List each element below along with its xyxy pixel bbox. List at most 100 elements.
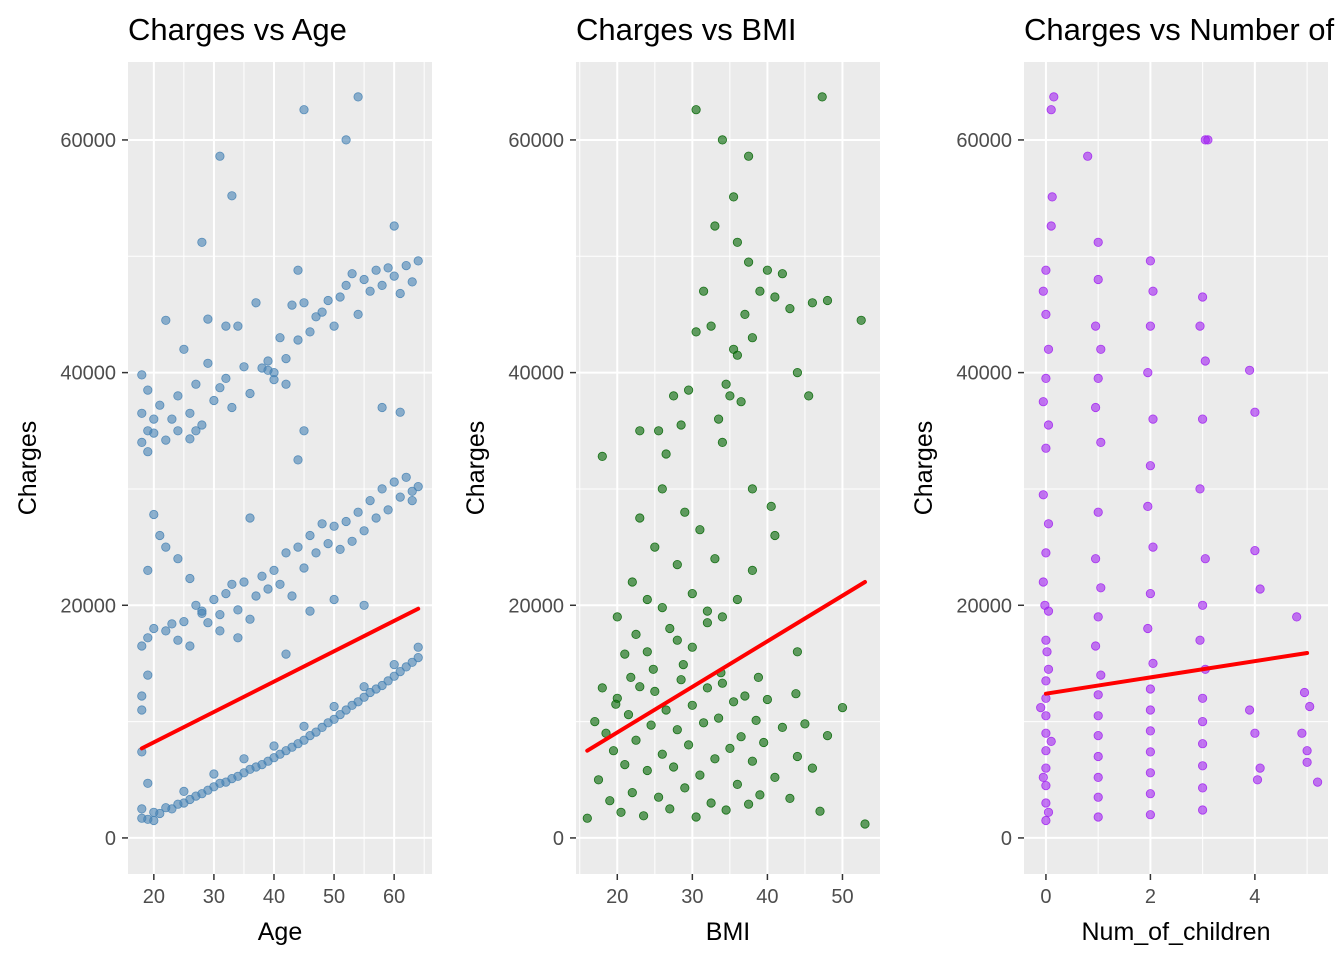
data-point [161,626,171,636]
data-point [728,192,739,202]
data-point [1041,746,1051,756]
data-point [1250,545,1260,556]
data-point [137,705,147,715]
data-point [353,697,363,707]
data-point [299,105,309,115]
data-point [1143,623,1153,634]
data-point [215,151,225,161]
data-point [329,321,339,331]
data-point [143,778,153,788]
data-point [1145,321,1156,331]
trend-line [1043,650,1310,696]
data-point [672,559,682,570]
data-point [1313,777,1323,787]
data-point [1198,761,1208,771]
data-point [635,426,645,436]
data-point [227,191,237,201]
data-point [1200,356,1210,366]
data-point [317,519,327,529]
y-axis-ticks: 0 20000 40000 60000 [60,130,128,850]
x-axis-title: BMI [706,918,750,946]
data-point [665,623,675,634]
data-point [323,538,333,549]
data-point [173,391,183,401]
data-point [149,414,159,424]
data-point [1043,664,1054,674]
data-point [837,702,848,713]
data-point [281,649,291,659]
data-point [1046,105,1056,115]
data-point [740,309,750,319]
data-point [365,495,375,506]
data-point [736,732,746,742]
data-point [353,92,363,102]
data-point [263,584,273,594]
data-point [762,265,773,275]
data-point [221,588,231,599]
data-point [611,699,621,709]
data-point [691,327,701,337]
data-point [395,666,405,677]
data-point [299,298,309,308]
data-point [747,756,758,766]
data-point [1145,768,1156,778]
y-axis-ticks: 0 20000 40000 60000 [508,130,576,850]
data-point [1043,420,1054,430]
y-tick-label: 0 [553,828,564,850]
data-point [161,542,171,552]
data-point [317,722,327,733]
data-point [732,779,743,790]
data-point [215,609,225,620]
data-point [1245,705,1255,715]
data-point [191,600,201,610]
plot-background [1024,62,1328,874]
scatter-points [582,92,870,829]
data-point [143,565,153,576]
data-point [1297,728,1307,738]
data-point [631,735,641,745]
data-point [359,600,369,610]
data-point [323,295,333,306]
data-point [353,309,363,319]
data-point [299,721,309,731]
data-point [1255,763,1265,773]
data-point [1302,757,1312,767]
data-point [1145,588,1156,599]
data-point [401,662,411,672]
data-point [293,542,303,552]
data-point [702,618,713,628]
data-point [680,507,690,517]
data-point [1038,772,1048,783]
data-point [687,642,697,652]
data-point [804,391,814,401]
gridlines [1024,62,1328,874]
data-point [1096,670,1106,680]
data-point [668,762,679,772]
data-point [616,807,626,817]
data-point [717,678,728,688]
data-point [800,719,810,729]
data-point [747,484,758,494]
data-point [770,530,780,541]
data-point [173,554,183,564]
data-point [1250,407,1260,417]
data-point [743,151,754,161]
data-point [1041,728,1051,738]
data-point [143,447,153,457]
x-axis-title: Age [258,918,302,946]
data-point [1096,583,1106,593]
data-point [1043,807,1054,817]
data-point [167,414,177,424]
data-point [676,675,686,685]
data-point [1145,789,1156,799]
data-point [341,135,351,145]
data-point [1093,274,1103,285]
y-tick-label: 20000 [508,595,564,617]
x-tick-label: 30 [203,886,225,908]
data-point [597,683,607,693]
panel-title: Charges vs BMI [576,12,797,47]
data-point [1041,373,1051,383]
data-point [413,256,423,266]
data-point [1093,751,1103,762]
data-point [631,629,641,640]
